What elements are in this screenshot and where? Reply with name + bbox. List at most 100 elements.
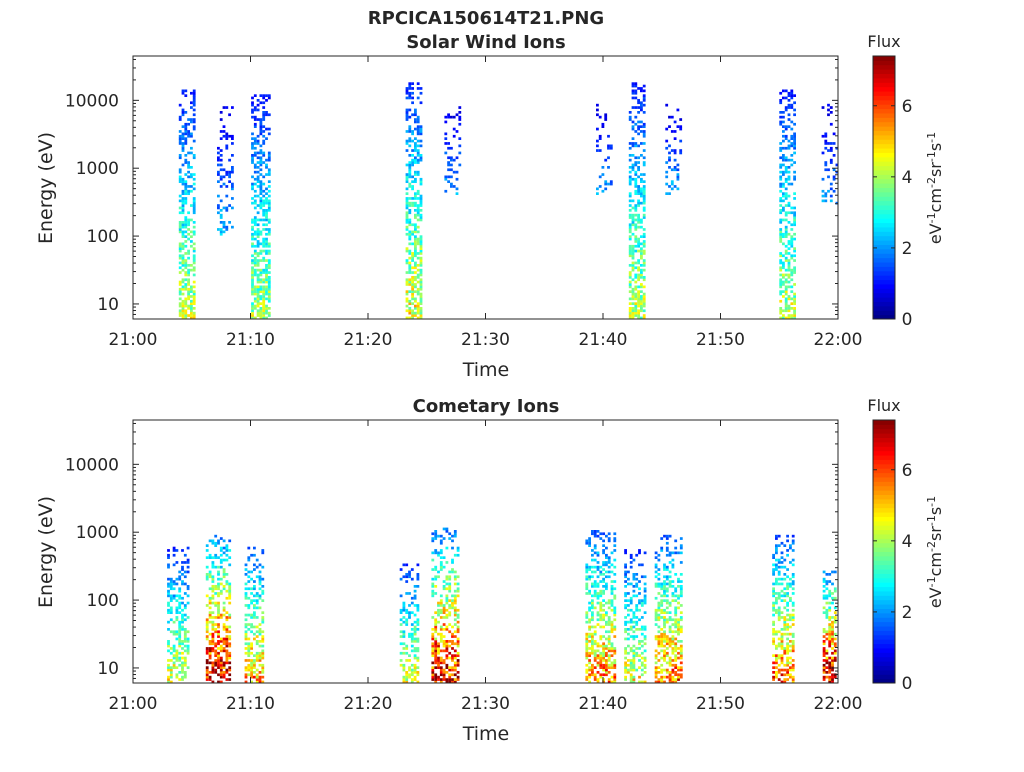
- heatmap-cell: [402, 632, 406, 636]
- heatmap-cell: [205, 556, 209, 559]
- heatmap-cell: [782, 158, 785, 162]
- colorbar-segment: [873, 288, 895, 294]
- heatmap-cell: [588, 565, 591, 569]
- heatmap-cell: [784, 256, 788, 260]
- heatmap-cell: [253, 252, 257, 255]
- heatmap-cell: [265, 268, 268, 272]
- heatmap-cell: [437, 570, 440, 574]
- heatmap-cell: [411, 154, 414, 157]
- heatmap-cell: [779, 177, 783, 181]
- heatmap-cell: [790, 94, 794, 97]
- heatmap-cell: [231, 137, 234, 140]
- heatmap-cell: [628, 118, 632, 121]
- heatmap-cell: [782, 266, 785, 270]
- heatmap-cell: [782, 170, 785, 174]
- heatmap-cell: [793, 94, 796, 97]
- heatmap-cell: [181, 625, 184, 629]
- heatmap-cell: [414, 307, 417, 310]
- heatmap-cell: [607, 663, 611, 667]
- heatmap-cell: [261, 668, 265, 672]
- heatmap-cell: [445, 561, 449, 564]
- heatmap-cell: [437, 575, 440, 579]
- heatmap-cell: [637, 221, 640, 224]
- heatmap-cell: [832, 175, 836, 179]
- heatmap-cell: [405, 206, 409, 210]
- heatmap-cell: [640, 187, 643, 191]
- heatmap-cell: [217, 632, 220, 636]
- heatmap-cell: [596, 187, 599, 191]
- heatmap-cell: [679, 640, 683, 643]
- heatmap-cell: [456, 671, 460, 674]
- heatmap-cell: [448, 577, 452, 581]
- heatmap-cell: [222, 649, 226, 653]
- heatmap-cell: [190, 106, 193, 109]
- heatmap-cell: [637, 111, 640, 114]
- heatmap-cell: [253, 244, 257, 248]
- heatmap-cell: [593, 546, 597, 550]
- heatmap-cell: [631, 91, 635, 95]
- heatmap-cell: [591, 635, 594, 638]
- heatmap-cell: [258, 596, 262, 600]
- heatmap-cell: [184, 261, 188, 265]
- heatmap-cell: [602, 644, 605, 648]
- heatmap-cell: [408, 235, 412, 238]
- heatmap-cell: [208, 678, 212, 681]
- heatmap-cell: [833, 659, 837, 662]
- heatmap-cell: [184, 240, 188, 243]
- heatmap-cell: [192, 292, 196, 296]
- heatmap-cell: [632, 585, 636, 588]
- heatmap-cell: [643, 587, 647, 591]
- heatmap-cell: [439, 673, 443, 677]
- heatmap-cell: [605, 666, 608, 669]
- heatmap-cell: [267, 314, 271, 317]
- heatmap-cell: [442, 616, 446, 619]
- colorbar-segment: [873, 134, 895, 140]
- heatmap-cell: [250, 553, 253, 557]
- panel-cometary-ions: Cometary Ions 21:00 21:10 21:20 21:30 21:40 2…: [35, 396, 945, 745]
- heatmap-cell: [414, 242, 417, 246]
- heatmap-cell: [637, 216, 640, 219]
- heatmap-cell: [408, 209, 412, 212]
- heatmap-cell: [416, 240, 420, 243]
- heatmap-cell: [414, 283, 417, 286]
- heatmap-cell: [628, 316, 632, 320]
- heatmap-cell: [253, 230, 257, 234]
- heatmap-cell: [673, 158, 677, 162]
- heatmap-cell: [184, 244, 188, 248]
- heatmap-cell: [259, 316, 263, 320]
- heatmap-cell: [629, 625, 633, 629]
- heatmap-cell: [628, 235, 632, 238]
- heatmap-cell: [585, 675, 589, 679]
- heatmap-cell: [414, 311, 417, 315]
- colorbar-segment: [873, 525, 895, 531]
- heatmap-cell: [657, 604, 661, 607]
- heatmap-cell: [786, 668, 789, 672]
- heatmap-cell: [787, 204, 791, 207]
- heatmap-cell: [259, 230, 263, 234]
- heatmap-cell: [825, 601, 829, 605]
- heatmap-cell: [642, 309, 646, 313]
- heatmap-cell: [642, 216, 646, 219]
- heatmap-cell: [588, 537, 591, 540]
- heatmap-cell: [642, 180, 646, 183]
- heatmap-cell: [607, 539, 611, 543]
- heatmap-cell: [416, 189, 420, 193]
- heatmap-cell: [205, 635, 209, 638]
- heatmap-cell: [784, 134, 788, 138]
- heatmap-cell: [192, 125, 196, 128]
- heatmap-cell: [635, 604, 639, 607]
- heatmap-cell: [419, 235, 423, 238]
- heatmap-cell: [217, 541, 220, 545]
- heatmap-cell: [831, 570, 834, 574]
- heatmap-cell: [782, 96, 785, 100]
- heatmap-cell: [419, 91, 423, 95]
- heatmap-cell: [786, 539, 789, 543]
- heatmap-cell: [250, 680, 253, 684]
- heatmap-cell: [175, 673, 179, 677]
- heatmap-cell: [445, 678, 449, 681]
- heatmap-cell: [627, 592, 630, 595]
- heatmap-cell: [453, 613, 457, 617]
- heatmap-cell: [453, 599, 457, 602]
- heatmap-cell: [628, 280, 632, 284]
- heatmap-cell: [793, 295, 796, 298]
